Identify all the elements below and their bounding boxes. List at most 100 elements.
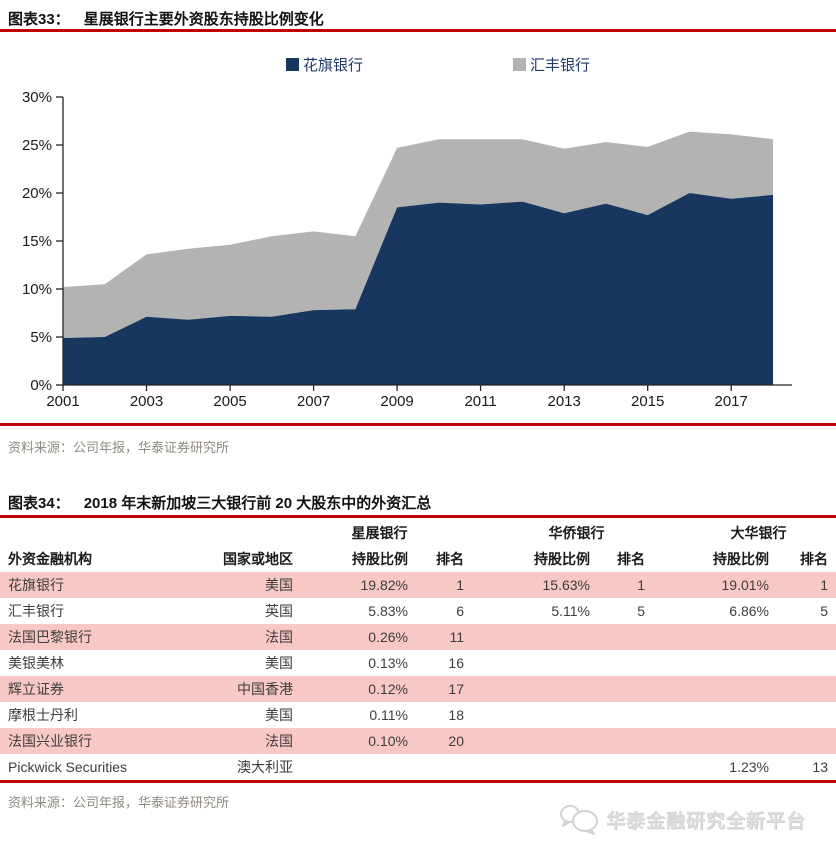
col-header-dbs-rank: 排名 — [436, 551, 464, 567]
table-cell — [771, 728, 836, 754]
group-header-uob-text: 大华银行 — [730, 525, 787, 541]
table-cell: 摩根士丹利 — [8, 707, 78, 723]
table-cell: 花旗银行 — [8, 577, 64, 593]
group-header-dbs: 星展银行 — [295, 520, 466, 546]
figure34-title-rule — [0, 515, 836, 518]
table-cell: 5 — [820, 603, 828, 619]
table-cell: 20 — [448, 733, 464, 749]
table-cell — [466, 650, 592, 676]
table-cell: 16 — [448, 655, 464, 671]
table-cell — [592, 728, 647, 754]
figure33-title-text: 星展银行主要外资股东持股比例变化 — [83, 11, 324, 28]
figure33-source: 资料来源：公司年报，华泰证券研究所 — [8, 440, 230, 455]
table-cell — [771, 702, 836, 728]
table-cell: 17 — [448, 681, 464, 697]
x-tick-label: 2011 — [464, 393, 496, 409]
legend-label-hsbc: 汇丰银行 — [530, 58, 591, 74]
table-cell — [647, 624, 771, 650]
table-cell: 中国香港 — [237, 681, 293, 697]
table-cell: 美银美林 — [8, 655, 64, 671]
table-cell: 法国兴业银行 — [8, 733, 92, 749]
table-cell: 6.86% — [729, 603, 769, 619]
table-cell: 18 — [448, 707, 464, 723]
table-row: 花旗银行 美国 19.82% 1 15.63% 1 19.01% 1 — [0, 572, 836, 598]
x-tick-label: 2001 — [46, 393, 79, 409]
table-cell: 0.13% — [368, 655, 408, 671]
x-tick-label: 2005 — [213, 393, 246, 409]
legend-item-hsbc: 汇丰银行 — [513, 54, 590, 75]
foreign-shareholders-table: 星展银行 华侨银行 大华银行 外资金融机构 国家或地区 持股比例 排名 持股比例… — [0, 520, 836, 780]
table-cell — [647, 728, 771, 754]
table-cell: 美国 — [265, 577, 293, 593]
table-cell: 1 — [820, 577, 828, 593]
table-cell — [647, 650, 771, 676]
table-cell — [466, 728, 592, 754]
table-cell: 5 — [637, 603, 645, 619]
table-cell: 0.10% — [368, 733, 408, 749]
table-row: Pickwick Securities 澳大利亚 1.23% 13 — [0, 754, 836, 780]
table-cell — [466, 676, 592, 702]
x-tick-label: 2017 — [715, 393, 748, 409]
table-cell — [647, 676, 771, 702]
y-tick-label: 10% — [22, 281, 52, 298]
axes — [56, 96, 792, 391]
table-cell: 法国巴黎银行 — [8, 629, 92, 645]
tick-labels: 0% 5% 10% 15% 20% 25% 30% 2001 2003 2005 2007 2009 2… — [22, 89, 748, 410]
table-cell: 美国 — [265, 655, 293, 671]
y-tick-label: 20% — [22, 185, 52, 202]
col-header-uob-stake: 持股比例 — [713, 551, 769, 567]
stacked-area-chart: 0% 5% 10% 15% 20% 25% 30% 2001 2003 2005 2007 2009 2… — [0, 83, 836, 410]
col-header-dbs-stake: 持股比例 — [352, 551, 408, 567]
col-header-uob-rank: 排名 — [800, 551, 828, 567]
y-tick-label: 5% — [30, 329, 52, 346]
watermark: 华泰金融研究全新平台 — [558, 797, 836, 841]
x-tick-label: 2009 — [380, 393, 413, 409]
table-row: 美银美林 美国 0.13% 16 — [0, 650, 836, 676]
table-cell: Pickwick Securities — [8, 759, 128, 775]
legend-item-citibank: 花旗银行 — [285, 54, 363, 75]
group-header-ocbc-text: 华侨银行 — [548, 525, 605, 541]
figure34-label: 图表34： — [8, 495, 70, 512]
chart-canvas: 0% 5% 10% 15% 20% 25% 30% 2001 2003 2005 2007 2009 2… — [22, 89, 792, 410]
table-cell — [592, 754, 647, 780]
table-row: 摩根士丹利 美国 0.11% 18 — [0, 702, 836, 728]
table-row: 法国巴黎银行 法国 0.26% 11 — [0, 624, 836, 650]
y-tick-label: 25% — [22, 137, 52, 154]
figure34-source: 资料来源：公司年报，华泰证券研究所 — [8, 795, 230, 810]
table-cell — [592, 702, 647, 728]
table-cell — [592, 650, 647, 676]
hsbc-swatch-icon — [513, 58, 526, 71]
table-cell — [410, 754, 466, 780]
table-cell — [466, 702, 592, 728]
col-header-country: 国家或地区 — [223, 551, 293, 567]
y-tick-label: 0% — [30, 377, 52, 394]
x-tick-label: 2015 — [631, 393, 664, 409]
col-header-institution: 外资金融机构 — [8, 551, 92, 567]
huatai-bubbles-logo-icon — [560, 805, 598, 835]
x-tick-label: 2003 — [130, 393, 163, 409]
table-cell: 0.12% — [368, 681, 408, 697]
table-cell — [771, 676, 836, 702]
table-cell — [647, 702, 771, 728]
group-header-spacer — [0, 520, 295, 546]
table-row: 辉立证券 中国香港 0.12% 17 — [0, 676, 836, 702]
table-cell — [771, 624, 836, 650]
y-tick-label: 30% — [22, 89, 52, 106]
col-header-ocbc-rank: 排名 — [617, 551, 645, 567]
table-cell: 美国 — [265, 707, 293, 723]
table-cell: 6 — [456, 603, 464, 619]
figure34-title-text: 2018 年末新加坡三大银行前 20 大股东中的外资汇总 — [83, 495, 432, 512]
table-cell: 1.23% — [729, 759, 769, 775]
table-cell — [771, 650, 836, 676]
table-cell: 19.01% — [721, 577, 769, 593]
table-cell: 辉立证券 — [8, 681, 64, 697]
table-cell: 19.82% — [360, 577, 408, 593]
citibank-swatch-icon — [285, 58, 299, 71]
table-cell: 1 — [456, 577, 464, 593]
table-cell: 5.83% — [368, 603, 408, 619]
table-cell — [592, 624, 647, 650]
table-cell: 13 — [812, 759, 828, 775]
table-row: 法国兴业银行 法国 0.10% 20 — [0, 728, 836, 754]
group-header-dbs-text: 星展银行 — [351, 525, 408, 541]
